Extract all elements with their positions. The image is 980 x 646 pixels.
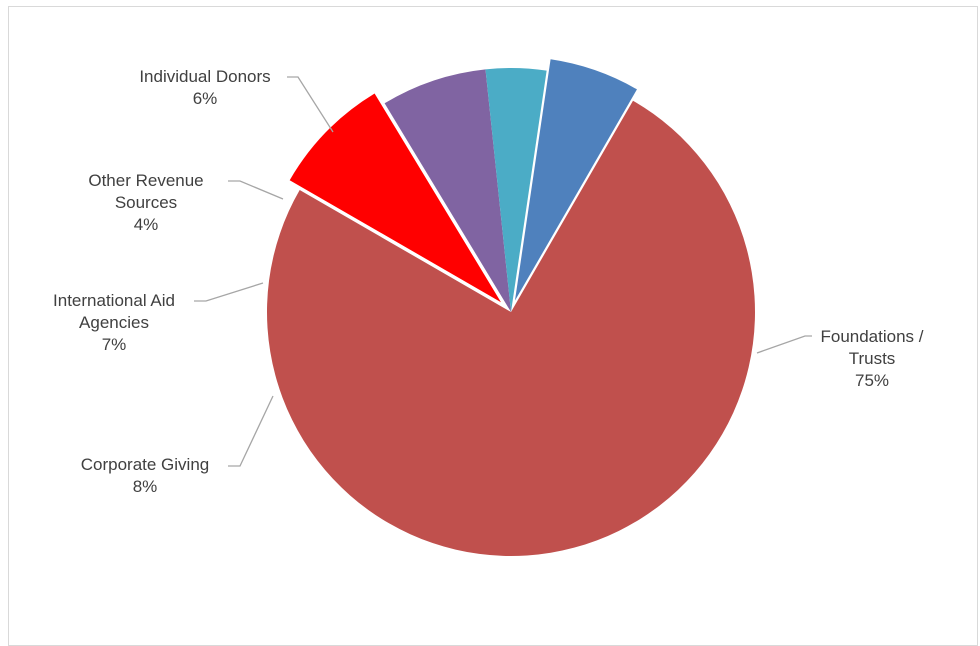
- pie-slice-2: [384, 69, 511, 312]
- data-label-category: Foundations /: [820, 327, 923, 346]
- leader-lines-layer: [194, 76, 812, 467]
- data-label-category: Agencies: [79, 313, 149, 332]
- pie-chart: Foundations / Trusts 75% Corporate Giving 8%…: [53, 59, 924, 556]
- data-labels-layer: Foundations / Trusts 75% Corporate Giving 8%…: [53, 67, 924, 496]
- data-label-category: International Aid: [53, 291, 175, 310]
- data-label-value: 8%: [133, 477, 158, 496]
- pie-slice-3: [485, 67, 547, 312]
- pie-slice-4: [514, 59, 637, 301]
- data-label-category: Corporate Giving: [81, 455, 210, 474]
- leader-line-0: [756, 335, 812, 354]
- slices-layer: [266, 59, 755, 556]
- data-label-category: Sources: [115, 193, 177, 212]
- data-label-value: 4%: [134, 215, 159, 234]
- data-label-category: Trusts: [849, 349, 896, 368]
- data-label-category: Individual Donors: [139, 67, 270, 86]
- data-label-value: 75%: [855, 371, 889, 390]
- data-label-category: Other Revenue: [88, 171, 203, 190]
- data-label-value: 6%: [193, 89, 218, 108]
- data-label-1: Corporate Giving 8%: [81, 455, 210, 496]
- data-label-value: 7%: [102, 335, 127, 354]
- pie-slice-0: [266, 100, 755, 556]
- data-label-2: International Aid Agencies 7%: [53, 291, 175, 354]
- leader-line-1: [228, 395, 274, 467]
- data-label-4: Individual Donors 6%: [139, 67, 270, 108]
- data-label-0: Foundations / Trusts 75%: [820, 327, 923, 390]
- leader-line-2: [194, 282, 264, 302]
- data-label-3: Other Revenue Sources 4%: [88, 171, 203, 234]
- leader-line-3: [228, 180, 284, 200]
- leader-line-4: [287, 76, 334, 133]
- pie-slice-1: [289, 93, 501, 303]
